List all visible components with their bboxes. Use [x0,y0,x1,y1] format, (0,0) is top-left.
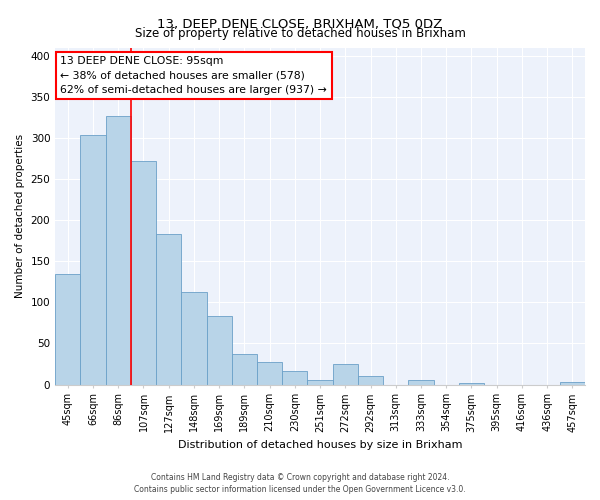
Bar [282,370,307,384]
Bar [206,316,232,384]
Bar [106,116,131,384]
Text: Contains HM Land Registry data © Crown copyright and database right 2024.
Contai: Contains HM Land Registry data © Crown c… [134,472,466,494]
Y-axis label: Number of detached properties: Number of detached properties [15,134,25,298]
Bar [332,364,358,384]
Bar [257,362,282,384]
Bar [459,383,484,384]
Text: 13 DEEP DENE CLOSE: 95sqm
← 38% of detached houses are smaller (578)
62% of semi: 13 DEEP DENE CLOSE: 95sqm ← 38% of detac… [61,56,327,94]
Bar [232,354,257,384]
Text: Size of property relative to detached houses in Brixham: Size of property relative to detached ho… [134,28,466,40]
X-axis label: Distribution of detached houses by size in Brixham: Distribution of detached houses by size … [178,440,463,450]
Bar [409,380,434,384]
Text: 13, DEEP DENE CLOSE, BRIXHAM, TQ5 0DZ: 13, DEEP DENE CLOSE, BRIXHAM, TQ5 0DZ [157,18,443,30]
Bar [560,382,585,384]
Bar [358,376,383,384]
Bar [156,234,181,384]
Bar [131,161,156,384]
Bar [80,136,106,384]
Bar [307,380,332,384]
Bar [55,274,80,384]
Bar [181,292,206,384]
